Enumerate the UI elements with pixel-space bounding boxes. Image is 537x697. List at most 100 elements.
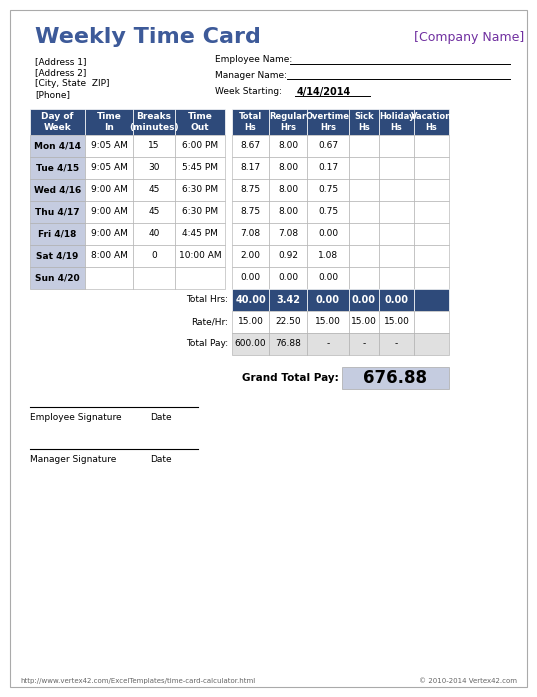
Bar	[30, 267, 85, 289]
Text: Date: Date	[150, 413, 172, 422]
Text: 15.00: 15.00	[315, 318, 341, 326]
Bar	[175, 157, 225, 179]
Bar	[133, 109, 175, 135]
Bar	[349, 201, 379, 223]
Bar	[85, 245, 133, 267]
Bar	[307, 157, 349, 179]
Bar	[379, 109, 414, 135]
Bar	[414, 135, 449, 157]
Text: 7.08: 7.08	[278, 229, 298, 238]
Bar	[307, 289, 349, 311]
Text: 0.92: 0.92	[278, 252, 298, 261]
Text: -: -	[326, 339, 330, 348]
Bar	[307, 245, 349, 267]
Bar	[307, 179, 349, 201]
Text: 15: 15	[148, 141, 159, 151]
Text: 8.00: 8.00	[278, 185, 298, 194]
Bar	[269, 245, 307, 267]
Bar	[349, 109, 379, 135]
Text: 8.67: 8.67	[241, 141, 260, 151]
Bar	[30, 157, 85, 179]
Bar	[269, 289, 307, 311]
Text: Employee Signature: Employee Signature	[30, 413, 121, 422]
Text: 76.88: 76.88	[275, 339, 301, 348]
Text: Fri 4/18: Fri 4/18	[38, 229, 77, 238]
Bar	[85, 223, 133, 245]
Bar	[349, 311, 379, 333]
Bar	[414, 245, 449, 267]
Text: 0.00: 0.00	[318, 229, 338, 238]
Bar	[133, 179, 175, 201]
Bar	[232, 157, 269, 179]
Text: Mon 4/14: Mon 4/14	[34, 141, 81, 151]
Bar	[414, 157, 449, 179]
Text: 0: 0	[151, 252, 157, 261]
Text: © 2010-2014 Vertex42.com: © 2010-2014 Vertex42.com	[419, 678, 517, 684]
Text: Sat 4/19: Sat 4/19	[37, 252, 79, 261]
Bar	[133, 135, 175, 157]
Text: 9:00 AM: 9:00 AM	[91, 185, 127, 194]
Bar	[30, 245, 85, 267]
Bar	[379, 289, 414, 311]
Text: Time
Out: Time Out	[187, 112, 213, 132]
Text: Holiday
Hs: Holiday Hs	[379, 112, 414, 132]
Bar	[133, 245, 175, 267]
Text: Weekly Time Card: Weekly Time Card	[35, 27, 261, 47]
Text: Rate/Hr:: Rate/Hr:	[191, 318, 228, 326]
Bar	[133, 201, 175, 223]
Bar	[307, 201, 349, 223]
Bar	[269, 157, 307, 179]
Bar	[269, 135, 307, 157]
Text: Date: Date	[150, 455, 172, 464]
Bar	[269, 179, 307, 201]
Text: Total Hrs:: Total Hrs:	[186, 296, 228, 305]
Text: 1.08: 1.08	[318, 252, 338, 261]
Text: 6:30 PM: 6:30 PM	[182, 185, 218, 194]
Text: 8.00: 8.00	[278, 164, 298, 172]
Text: -: -	[395, 339, 398, 348]
Text: 45: 45	[148, 185, 159, 194]
Bar	[175, 135, 225, 157]
Bar	[307, 311, 349, 333]
Text: Regular
Hrs: Regular Hrs	[270, 112, 307, 132]
Bar	[349, 267, 379, 289]
Bar	[85, 157, 133, 179]
Bar	[232, 289, 269, 311]
Bar	[30, 201, 85, 223]
Bar	[349, 135, 379, 157]
Text: Tue 4/15: Tue 4/15	[36, 164, 79, 172]
Text: Thu 4/17: Thu 4/17	[35, 208, 80, 217]
Bar	[414, 223, 449, 245]
Bar	[30, 135, 85, 157]
Bar	[307, 333, 349, 355]
Text: Total Pay:: Total Pay:	[186, 339, 228, 348]
Bar	[269, 311, 307, 333]
Bar	[307, 109, 349, 135]
Bar	[349, 157, 379, 179]
Text: 4/14/2014: 4/14/2014	[297, 87, 351, 97]
Text: 0.00: 0.00	[352, 295, 376, 305]
Text: 0.17: 0.17	[318, 164, 338, 172]
Bar	[379, 201, 414, 223]
Bar	[379, 223, 414, 245]
Bar	[414, 109, 449, 135]
Bar	[379, 267, 414, 289]
Text: 8.75: 8.75	[241, 185, 260, 194]
Bar	[30, 179, 85, 201]
Text: 8:00 AM: 8:00 AM	[91, 252, 127, 261]
Bar	[379, 135, 414, 157]
Text: Grand Total Pay:: Grand Total Pay:	[242, 373, 339, 383]
Text: 9:00 AM: 9:00 AM	[91, 229, 127, 238]
Text: 15.00: 15.00	[237, 318, 264, 326]
Bar	[232, 179, 269, 201]
Bar	[349, 245, 379, 267]
Text: 0.00: 0.00	[278, 273, 298, 282]
Bar	[232, 201, 269, 223]
Text: 0.00: 0.00	[318, 273, 338, 282]
Bar	[379, 245, 414, 267]
Bar	[133, 223, 175, 245]
Text: Vacation
Hs: Vacation Hs	[411, 112, 452, 132]
Bar	[85, 267, 133, 289]
Text: -: -	[362, 339, 366, 348]
Bar	[175, 179, 225, 201]
